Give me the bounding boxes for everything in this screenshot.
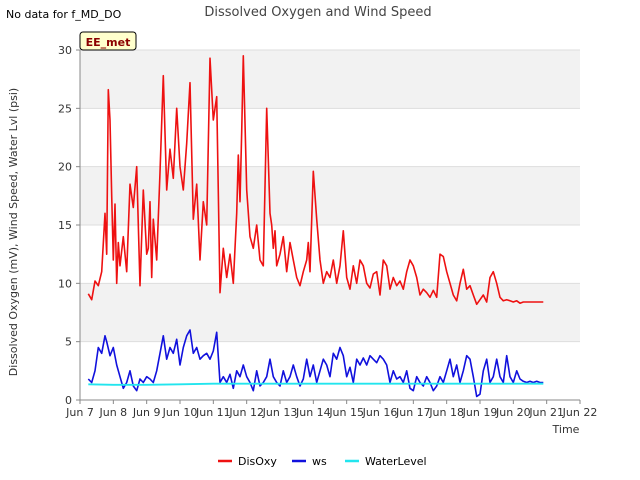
y-axis-label: Dissolved Oxygen (mV), Wind Speed, Water…: [7, 88, 20, 376]
x-tick-label: Jun 18: [428, 406, 464, 419]
badge-box: [79, 31, 137, 51]
x-tick-label: Jun 7: [65, 406, 94, 419]
plot-area: [80, 50, 580, 400]
x-tick-label: Jun 21: [528, 406, 564, 419]
x-tick-label: Jun 16: [362, 406, 398, 419]
series-line-waterlevel: [88, 382, 544, 386]
plot-band-1: [80, 283, 580, 342]
legend-label-waterlevel: WaterLevel: [365, 455, 427, 468]
x-tick-label: Jun 17: [395, 406, 431, 419]
legend: DisOxy ws WaterLevel: [218, 455, 427, 468]
legend-label-disoxy: DisOxy: [238, 455, 277, 468]
x-tick-label: Jun 20: [495, 406, 531, 419]
x-axis-label: Time: [552, 423, 580, 436]
plot-band-3: [80, 166, 580, 225]
y-tick-label: 20: [58, 161, 72, 174]
series-line-disoxy: [87, 54, 544, 306]
y-tick-label: 30: [58, 44, 72, 57]
y-tick-label: 10: [58, 277, 72, 290]
x-tick-label: Jun 22: [562, 406, 598, 419]
plot-band-0: [80, 341, 580, 400]
plot-band-4: [80, 108, 580, 167]
y-tick-label: 15: [58, 219, 72, 232]
x-tick-label: Jun 12: [228, 406, 264, 419]
x-tick-label: Jun 9: [132, 406, 161, 419]
y-tick-label: 25: [58, 102, 72, 115]
series-line-ws: [87, 329, 544, 398]
x-tick-label: Jun 19: [462, 406, 498, 419]
x-tick-label: Jun 13: [262, 406, 298, 419]
x-tick-label: Jun 14: [295, 406, 331, 419]
series-layer: [87, 54, 544, 398]
plot-band-5: [80, 50, 580, 109]
x-tick-label: Jun 8: [98, 406, 127, 419]
x-tick-label: Jun 10: [162, 406, 198, 419]
source-badge: EE_met: [79, 31, 137, 51]
no-data-note: No data for f_MD_DO: [6, 8, 122, 21]
x-tick-label: Jun 11: [195, 406, 231, 419]
chart-title: Dissolved Oxygen and Wind Speed: [204, 5, 431, 20]
legend-label-ws: ws: [312, 455, 327, 468]
badge-label: EE_met: [86, 36, 131, 49]
y-tick-label: 0: [65, 394, 72, 407]
y-tick-label: 5: [65, 336, 72, 349]
x-tick-label: Jun 15: [328, 406, 364, 419]
